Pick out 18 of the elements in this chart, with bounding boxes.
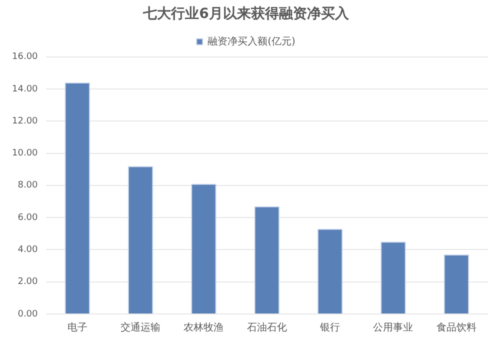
y-tick-label: 6.00 <box>18 212 38 223</box>
y-tick-label: 8.00 <box>18 180 38 191</box>
y-tick-label: 0.00 <box>18 309 38 320</box>
x-tick-label: 电子 <box>67 322 88 334</box>
x-tick-label: 交通运输 <box>120 322 161 334</box>
chart-title: 七大行业6月以来获得融资净买入 <box>142 6 350 22</box>
y-tick-label: 14.00 <box>12 84 38 94</box>
y-tick-label: 4.00 <box>18 245 38 256</box>
y-tick-label: 10.00 <box>12 148 38 159</box>
x-tick-label: 农林牧渔 <box>184 322 224 334</box>
x-tick-label: 石油石化 <box>246 322 287 334</box>
y-tick-label: 16.00 <box>12 52 38 62</box>
x-tick-label: 公用事业 <box>373 322 414 334</box>
legend-label: 融资净买入额(亿元) <box>208 35 296 48</box>
x-tick-label: 食品饮料 <box>436 322 476 334</box>
y-tick-label: 2.00 <box>18 277 38 288</box>
y-tick-label: 12.00 <box>12 116 38 126</box>
x-tick-label: 银行 <box>319 322 340 334</box>
